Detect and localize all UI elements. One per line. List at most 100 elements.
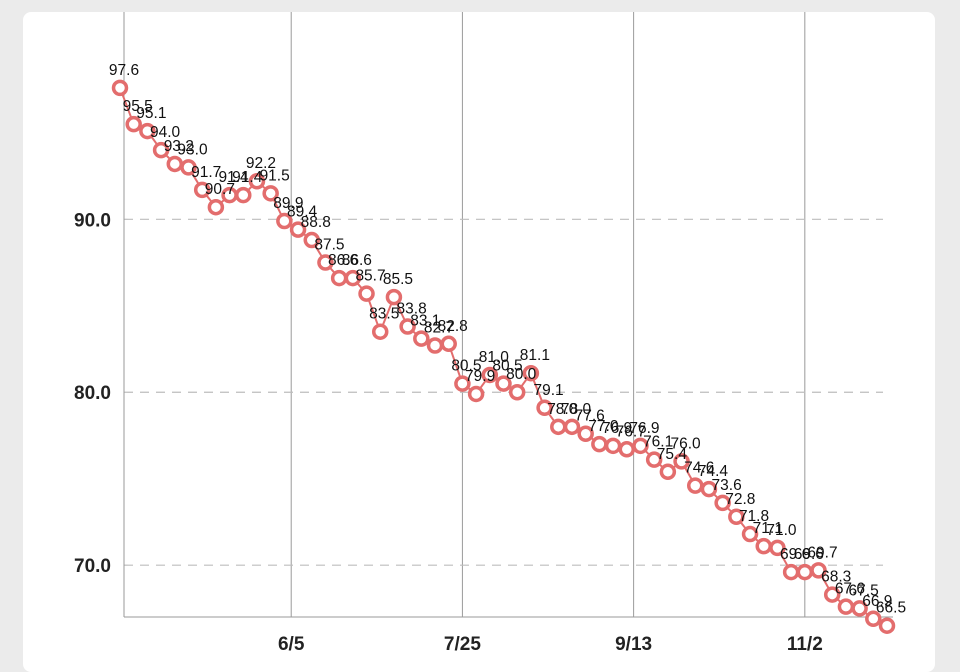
data-point (700, 480, 718, 498)
data-point (193, 181, 211, 199)
data-label: 93.2 (164, 138, 194, 155)
data-label: 94.0 (150, 124, 181, 141)
data-point (796, 563, 814, 581)
data-label: 89.4 (287, 204, 318, 221)
data-point (591, 435, 608, 453)
data-label: 93.0 (177, 141, 208, 158)
data-label: 82.8 (438, 318, 468, 335)
x-tick-label: 7/25 (444, 634, 481, 655)
data-label: 95.1 (136, 105, 166, 122)
data-label: 66.9 (862, 593, 892, 610)
data-label: 81.1 (520, 347, 550, 364)
data-label: 91.7 (191, 164, 221, 181)
data-label-layer: 97.6 95.595.1 94.093.293.0 91.790.791.491.4… (109, 62, 906, 617)
data-label: 76.7 (616, 423, 646, 440)
data-point (152, 141, 170, 159)
data-point (358, 285, 375, 302)
data-point (632, 437, 649, 455)
data-point (235, 186, 252, 204)
data-point (577, 425, 594, 442)
data-label: 91.4 (218, 169, 249, 186)
data-point (330, 269, 348, 287)
data-point (440, 335, 457, 353)
data-label: 80.0 (506, 366, 537, 383)
data-label: 78.0 (547, 401, 578, 418)
data-point (399, 318, 416, 335)
data-point (303, 231, 320, 249)
data-label: 82.7 (424, 320, 454, 337)
data-point (495, 375, 512, 392)
data-point (125, 115, 142, 133)
data-point (673, 453, 690, 470)
data-point (810, 562, 827, 579)
data-point (385, 288, 403, 306)
data-label: 74.6 (684, 460, 714, 477)
data-label: 69.6 (780, 546, 810, 563)
data-point (317, 254, 334, 271)
data-label: 83.8 (397, 301, 427, 318)
data-label: 85.7 (355, 268, 385, 285)
data-point (413, 330, 430, 347)
x-tick-label: 9/13 (615, 634, 652, 655)
data-label: 76.9 (602, 420, 632, 437)
data-label: 69.7 (807, 544, 837, 561)
data-label: 76.1 (643, 434, 673, 451)
data-label: 89.9 (273, 195, 303, 212)
data-label: 77.0 (588, 418, 619, 435)
data-point (207, 198, 225, 216)
data-point (604, 437, 622, 455)
data-label: 92.2 (246, 155, 276, 172)
data-point (180, 159, 197, 176)
data-point (851, 600, 868, 617)
data-label: 76.0 (670, 435, 701, 452)
data-label: 81.0 (479, 349, 510, 366)
data-label: 97.6 (109, 62, 139, 79)
data-label: 72.8 (725, 491, 755, 508)
data-point (289, 221, 307, 238)
data-label: 83.1 (410, 313, 440, 330)
data-label: 95.5 (123, 98, 153, 115)
data-label: 79.1 (534, 382, 564, 399)
data-label: 79.9 (465, 368, 495, 385)
data-label: 71.0 (766, 522, 797, 539)
data-point (111, 79, 129, 97)
data-point (550, 418, 567, 436)
data-label: 71.1 (753, 520, 783, 537)
data-point (276, 212, 293, 230)
data-point (618, 441, 636, 458)
data-point (344, 269, 362, 287)
data-point (728, 508, 745, 526)
data-point (248, 172, 266, 190)
data-point (687, 477, 704, 494)
data-point (262, 185, 279, 202)
data-label: 74.4 (698, 463, 729, 480)
data-label: 86.6 (342, 252, 372, 269)
series-layer (111, 79, 896, 634)
data-label: 86.6 (328, 252, 358, 269)
data-point (741, 525, 759, 543)
data-label: 87.5 (314, 237, 344, 254)
data-label: 77.6 (575, 408, 605, 425)
data-point (454, 375, 471, 392)
data-label: 67.5 (849, 582, 879, 599)
x-tick-label: 11/2 (787, 634, 823, 655)
data-point (645, 451, 663, 468)
data-label: 78.0 (561, 401, 592, 418)
data-point (536, 399, 553, 417)
data-point (837, 598, 855, 615)
data-point (878, 617, 896, 634)
data-label: 73.6 (712, 477, 742, 494)
data-label: 88.8 (301, 214, 331, 231)
data-point (508, 383, 526, 401)
data-point (714, 494, 731, 512)
data-point (371, 323, 389, 340)
data-point (166, 155, 184, 173)
data-point (467, 385, 485, 403)
data-point (755, 537, 772, 555)
grid-layer (124, 12, 883, 617)
data-label: 80.5 (492, 358, 522, 375)
data-label: 91.5 (260, 167, 290, 184)
data-label: 76.9 (629, 420, 659, 437)
